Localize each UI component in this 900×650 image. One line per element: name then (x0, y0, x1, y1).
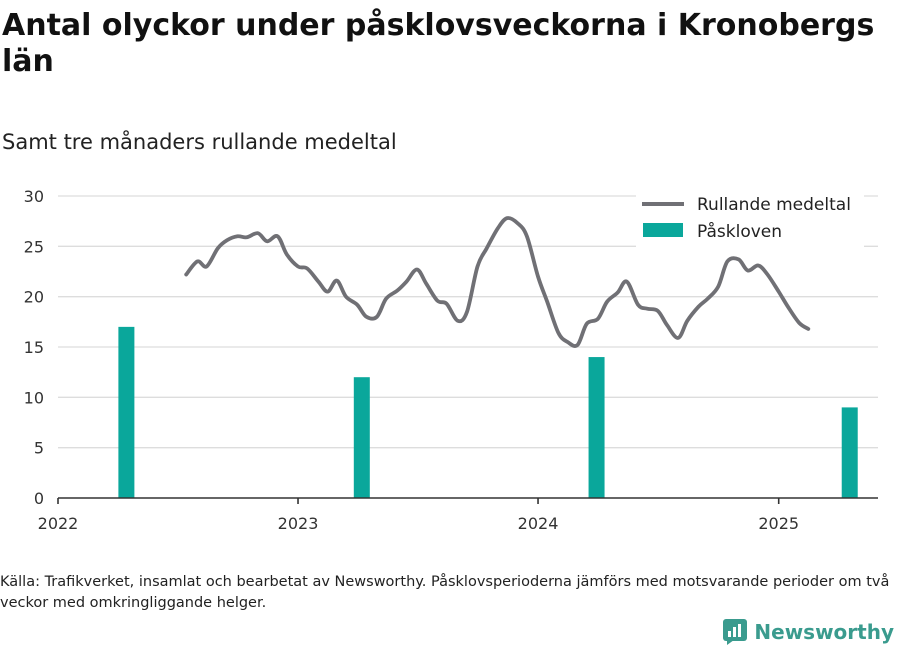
line-series (184, 216, 811, 348)
y-tick-label-5: 5 (34, 439, 44, 458)
bar-series (118, 326, 858, 498)
grid-lines (58, 195, 878, 449)
legend-background (636, 190, 864, 248)
chart-title: Antal olyckor under påsklovsveckorna i K… (2, 8, 875, 79)
x-tick-label-2025: 2025 (758, 514, 799, 530)
x-tick-label-2022: 2022 (38, 514, 79, 530)
brand-name: Newsworthy (754, 620, 894, 644)
bar-paskloven-3 (841, 407, 858, 498)
x-tick-label-2024: 2024 (518, 514, 559, 530)
y-tick-label-15: 15 (24, 338, 44, 357)
y-tick-label-0: 0 (34, 489, 44, 508)
newsworthy-logo-icon (723, 619, 748, 645)
legend-bar-swatch (643, 223, 683, 237)
y-tick-label-30: 30 (24, 187, 44, 206)
legend: Rullande medeltal Påskloven (636, 190, 864, 248)
x-tick-label-2023: 2023 (278, 514, 319, 530)
y-tick-label-25: 25 (24, 237, 44, 256)
bar-paskloven-1 (353, 377, 370, 498)
bar-paskloven-2 (588, 357, 605, 498)
legend-label-bar: Påskloven (697, 221, 782, 242)
chart-subtitle: Samt tre månaders rullande medeltal (2, 130, 397, 154)
bar-paskloven-0 (118, 326, 135, 498)
source-note: Källa: Trafikverket, insamlat och bearbe… (0, 574, 890, 611)
brand: Newsworthy (722, 618, 894, 646)
y-tick-label-20: 20 (24, 288, 44, 307)
line-rullande-medeltal (184, 216, 811, 348)
y-tick-label-10: 10 (24, 388, 44, 407)
legend-label-line: Rullande medeltal (697, 195, 851, 215)
